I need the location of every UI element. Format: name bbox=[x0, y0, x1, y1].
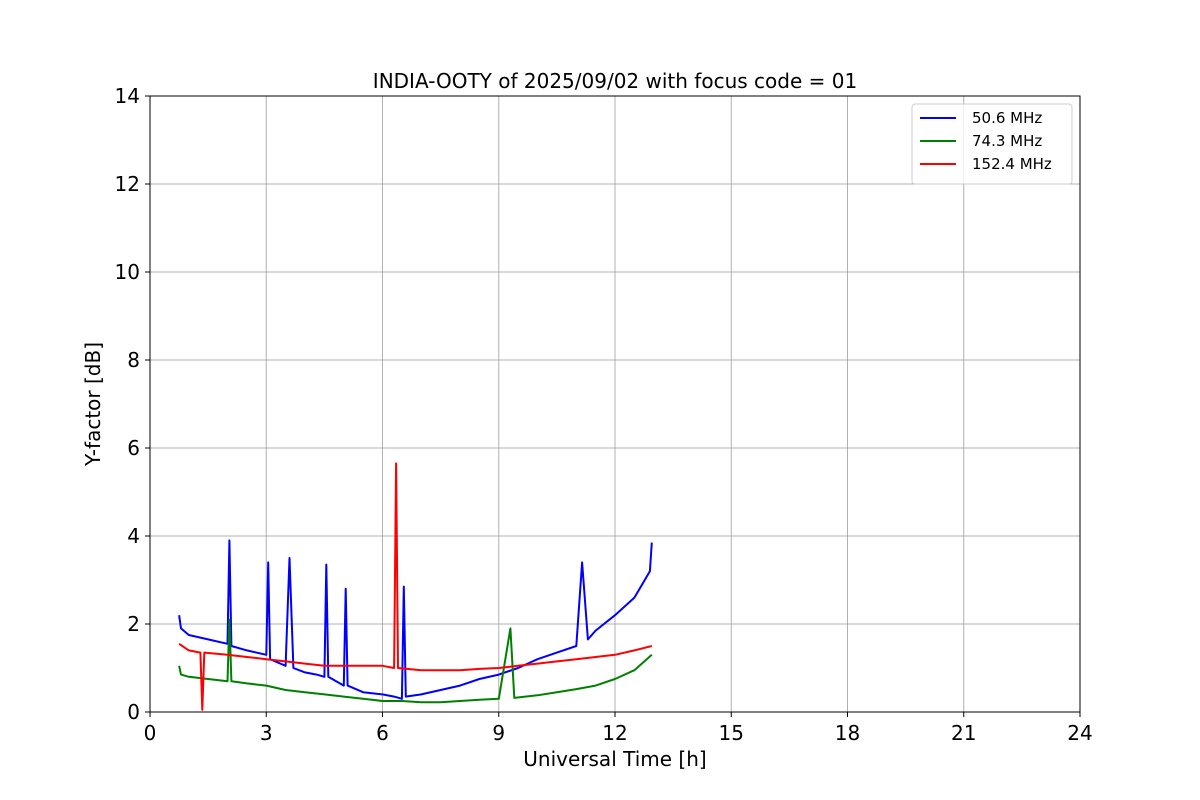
x-tick-label: 15 bbox=[719, 721, 744, 745]
y-tick-label: 8 bbox=[127, 348, 140, 372]
x-tick-label: 9 bbox=[492, 721, 505, 745]
x-axis-ticks: 0 3 6 9 12 15 18 21 24 bbox=[144, 712, 1093, 745]
series-line-0 bbox=[178, 539, 653, 700]
x-tick-label: 3 bbox=[260, 721, 273, 745]
x-tick-label: 24 bbox=[1067, 721, 1092, 745]
legend-label: 74.3 MHz bbox=[972, 132, 1042, 150]
legend: 50.6 MHz 74.3 MHz 152.4 MHz bbox=[911, 103, 1073, 185]
x-tick-label: 18 bbox=[835, 721, 860, 745]
y-tick-label: 12 bbox=[115, 172, 140, 196]
x-axis-label: Universal Time [h] bbox=[523, 747, 706, 771]
x-tick-label: 21 bbox=[951, 721, 976, 745]
y-tick-label: 6 bbox=[127, 436, 140, 460]
y-tick-label: 0 bbox=[127, 700, 140, 724]
y-axis-ticks: 0 2 4 6 8 10 12 14 bbox=[115, 84, 150, 724]
legend-label: 152.4 MHz bbox=[972, 155, 1052, 173]
y-tick-label: 4 bbox=[127, 524, 140, 548]
y-tick-label: 14 bbox=[115, 84, 140, 108]
x-tick-label: 0 bbox=[144, 721, 157, 745]
x-tick-label: 6 bbox=[376, 721, 389, 745]
chart-title: INDIA-OOTY of 2025/09/02 with focus code… bbox=[373, 69, 857, 93]
series-line-1 bbox=[178, 618, 653, 704]
series-line-2 bbox=[178, 462, 653, 711]
x-tick-label: 12 bbox=[602, 721, 627, 745]
y-tick-label: 2 bbox=[127, 612, 140, 636]
legend-label: 50.6 MHz bbox=[972, 109, 1042, 127]
y-tick-label: 10 bbox=[115, 260, 140, 284]
series-layer bbox=[178, 462, 653, 711]
y-axis-label: Y-factor [dB] bbox=[81, 342, 105, 467]
